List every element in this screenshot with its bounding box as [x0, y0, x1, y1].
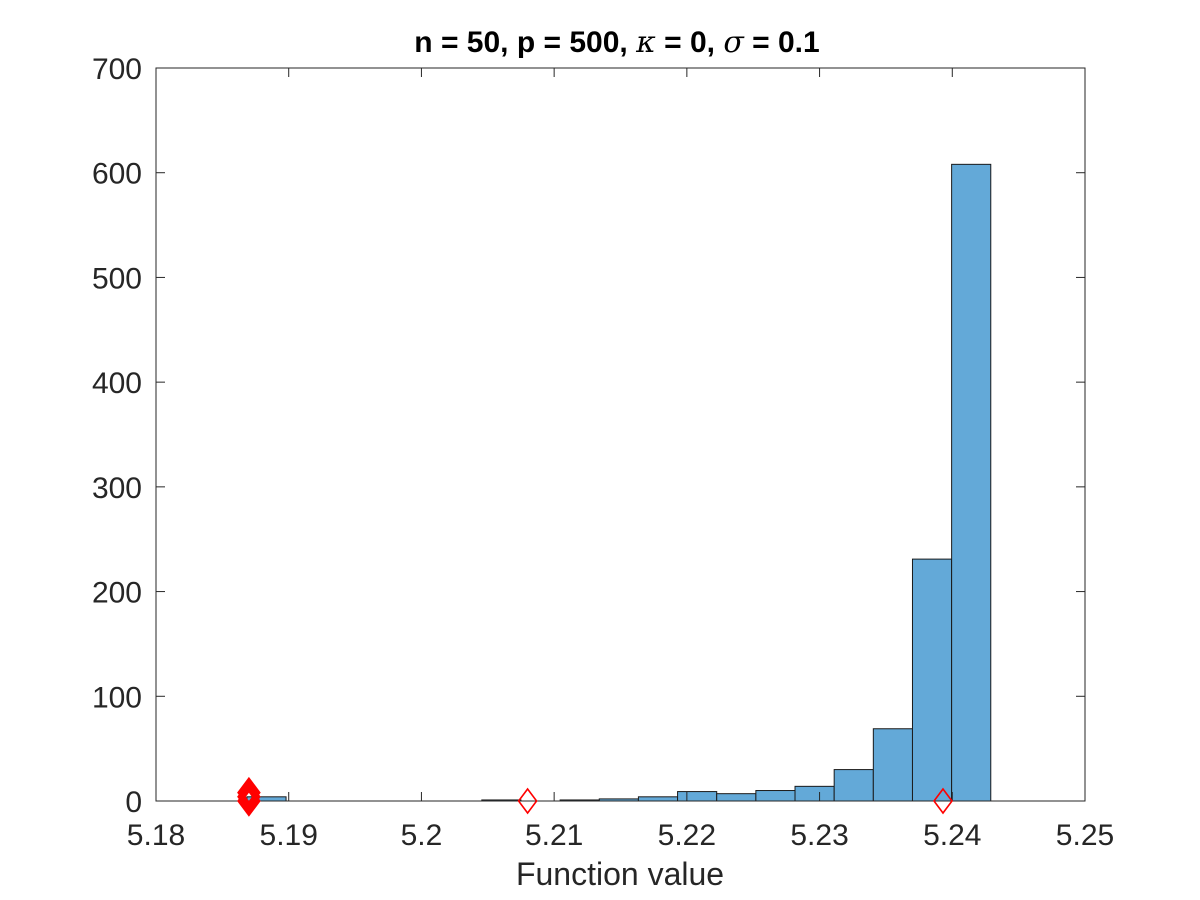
red-diamond-markers: [237, 776, 953, 817]
axis-ticks: [155, 67, 1086, 802]
x-tick-label: 5.24: [923, 819, 981, 852]
histogram-bar: [833, 769, 874, 802]
histogram-bar: [872, 728, 913, 802]
diamond-marker: [517, 787, 538, 815]
histogram-bar: [911, 558, 953, 802]
y-tick-label: 0: [125, 786, 142, 819]
y-tick-label: 200: [92, 577, 142, 610]
x-tick-label: 5.18: [127, 819, 185, 852]
chart-title-part: = 0.1: [744, 26, 820, 59]
histogram-bar: [755, 790, 796, 802]
histogram-bar: [951, 163, 992, 802]
chart-title-part: σ: [723, 25, 745, 60]
x-tick-label: 5.21: [525, 819, 583, 852]
chart-title: n = 50, p = 500, κ = 0, σ = 0.1: [414, 25, 819, 60]
histogram-bar: [677, 791, 718, 802]
y-tick-label: 400: [92, 367, 142, 400]
x-axis-tick-labels: 5.18 5.19 5.2 5.21 5.22 5.23 5.24 5.25: [127, 819, 1114, 852]
diamond-marker: [237, 776, 261, 809]
x-axis-title: Function value: [516, 856, 724, 892]
histogram-bar: [794, 785, 835, 802]
y-axis-tick-labels: 0 100 200 300 400 500 600 700: [92, 53, 142, 819]
y-tick-label: 100: [92, 681, 142, 714]
y-tick-label: 500: [92, 262, 142, 295]
x-tick-label: 5.19: [260, 819, 318, 852]
chart-title-part: = 0,: [656, 26, 724, 59]
y-tick-label: 300: [92, 472, 142, 505]
histogram-bars: [246, 163, 992, 802]
histogram-bar: [716, 793, 757, 802]
chart-title-part: κ: [635, 25, 656, 60]
x-tick-label: 5.22: [658, 819, 716, 852]
chart-title-part: n = 50, p = 500,: [414, 26, 636, 59]
diamond-marker: [237, 781, 261, 813]
y-tick-label: 700: [92, 53, 142, 86]
x-tick-label: 5.23: [790, 819, 848, 852]
x-tick-label: 5.2: [401, 819, 443, 852]
y-tick-label: 600: [92, 158, 142, 191]
histogram-bar: [637, 796, 679, 802]
plot-area-frame: [155, 67, 1086, 802]
diamond-marker: [932, 787, 953, 815]
x-tick-label: 5.25: [1056, 819, 1114, 852]
